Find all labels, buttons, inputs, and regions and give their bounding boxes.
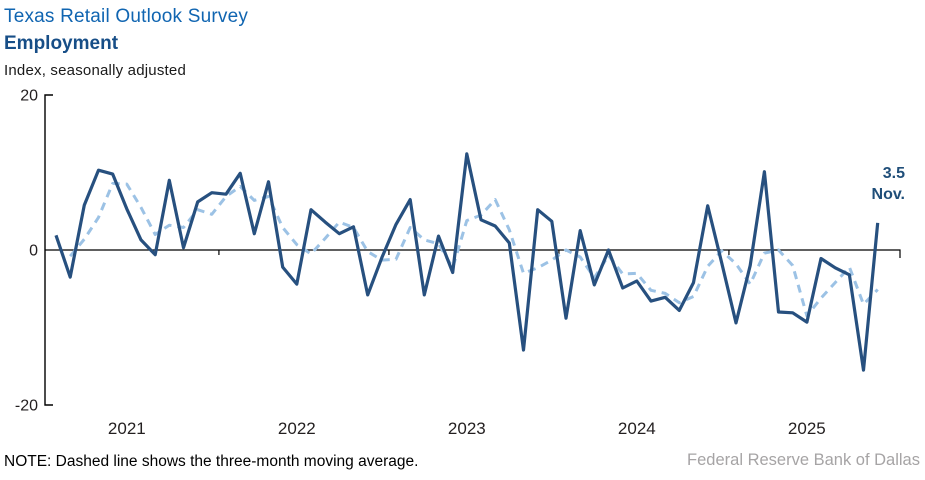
source-attribution: Federal Reserve Bank of Dallas	[687, 451, 920, 469]
latest-value: 3.5	[882, 165, 905, 182]
y-tick-label: -20	[15, 398, 38, 415]
latest-month: Nov.	[871, 186, 905, 203]
chart-title: Texas Retail Outlook Survey	[4, 6, 249, 27]
y-axis-units-label: Index, seasonally adjusted	[4, 62, 186, 79]
latest-value-annotation: 3.5 Nov.	[872, 163, 905, 205]
monthly-line	[54, 152, 880, 372]
y-tick-label: 20	[20, 88, 38, 105]
footnote: NOTE: Dashed line shows the three-month …	[4, 453, 419, 470]
chart-subtitle: Employment	[4, 33, 119, 54]
x-year-label: 2021	[108, 419, 146, 438]
zero-line	[45, 249, 901, 258]
x-year-label: 2023	[448, 419, 486, 438]
y-tick-label: 0	[29, 243, 38, 260]
x-year-label: 2025	[788, 419, 826, 438]
x-year-label: 2022	[278, 419, 316, 438]
x-year-label: 2024	[618, 419, 656, 438]
